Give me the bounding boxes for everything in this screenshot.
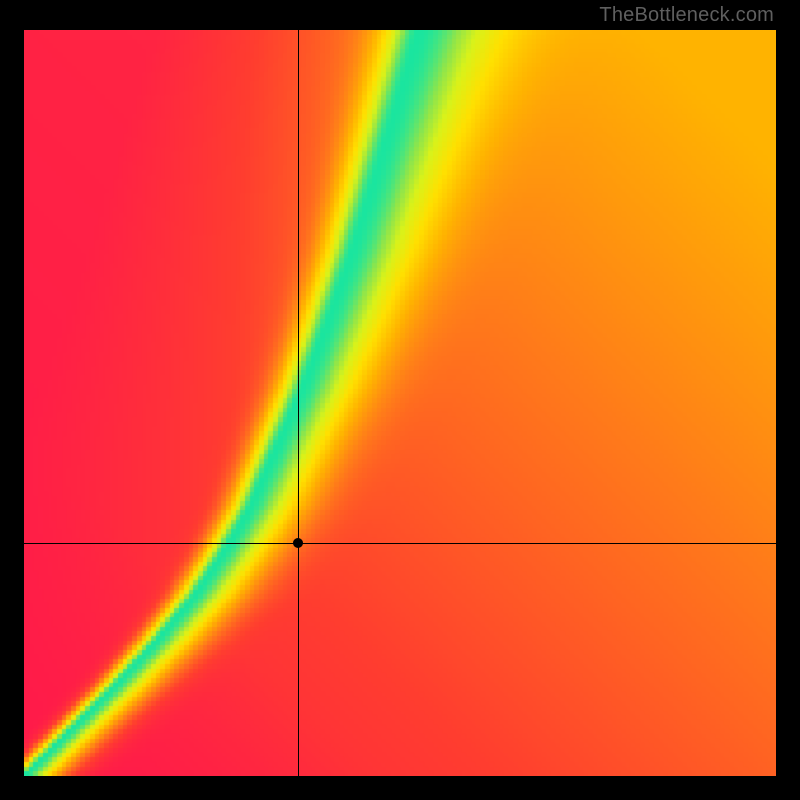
selected-config-marker [293, 538, 303, 548]
plot-area [24, 30, 776, 776]
attribution-text: TheBottleneck.com [599, 4, 774, 27]
crosshair-horizontal [24, 543, 776, 544]
crosshair-vertical [298, 30, 299, 776]
bottleneck-heatmap [24, 30, 776, 776]
